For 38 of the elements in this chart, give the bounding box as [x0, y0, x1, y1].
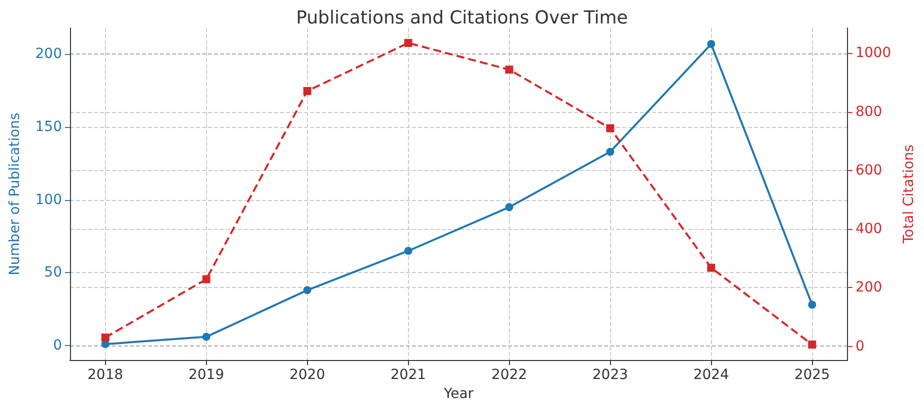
y-axis-title: Number of Publications — [7, 112, 23, 276]
point — [303, 286, 312, 294]
y2-tick-label: 800 — [855, 104, 882, 120]
x-tick-label: 2022 — [491, 367, 528, 384]
y2-axis-title: Total Citations — [901, 144, 917, 245]
x-tick-label: 2018 — [88, 367, 124, 384]
point — [808, 340, 816, 349]
point — [707, 40, 716, 48]
y-tick-label: 150 — [35, 119, 62, 136]
x-tick-label: 2025 — [794, 367, 830, 384]
y-tick-label: 100 — [35, 192, 62, 208]
x-tick-label: 2019 — [188, 367, 224, 384]
point — [505, 203, 514, 212]
point — [606, 124, 614, 132]
y2-tick-label: 1000 — [855, 45, 892, 62]
y2-tick-label: 600 — [855, 162, 882, 178]
point — [404, 38, 412, 47]
point — [505, 66, 514, 74]
y2-tick-label: 200 — [855, 280, 882, 296]
x-axis-title: Year — [442, 386, 474, 402]
point — [404, 246, 412, 255]
y-tick-label: 0 — [53, 338, 62, 354]
x-tick-label: 2020 — [289, 367, 326, 384]
x-tick-label: 2024 — [693, 367, 730, 384]
point — [707, 264, 716, 272]
point — [808, 300, 816, 309]
y2-tick-label: 400 — [855, 221, 882, 238]
x-tick-label: 2023 — [592, 367, 628, 384]
point — [101, 334, 110, 342]
x-tick-label: 2021 — [390, 367, 426, 384]
y2-tick-label: 0 — [855, 338, 864, 354]
point — [202, 275, 210, 284]
y-tick-label: 50 — [44, 264, 62, 281]
point — [303, 87, 312, 96]
chart-title: Publications and Citations Over Time — [296, 8, 628, 28]
y-tick-label: 200 — [35, 46, 62, 62]
point — [606, 148, 614, 156]
point — [202, 332, 210, 341]
